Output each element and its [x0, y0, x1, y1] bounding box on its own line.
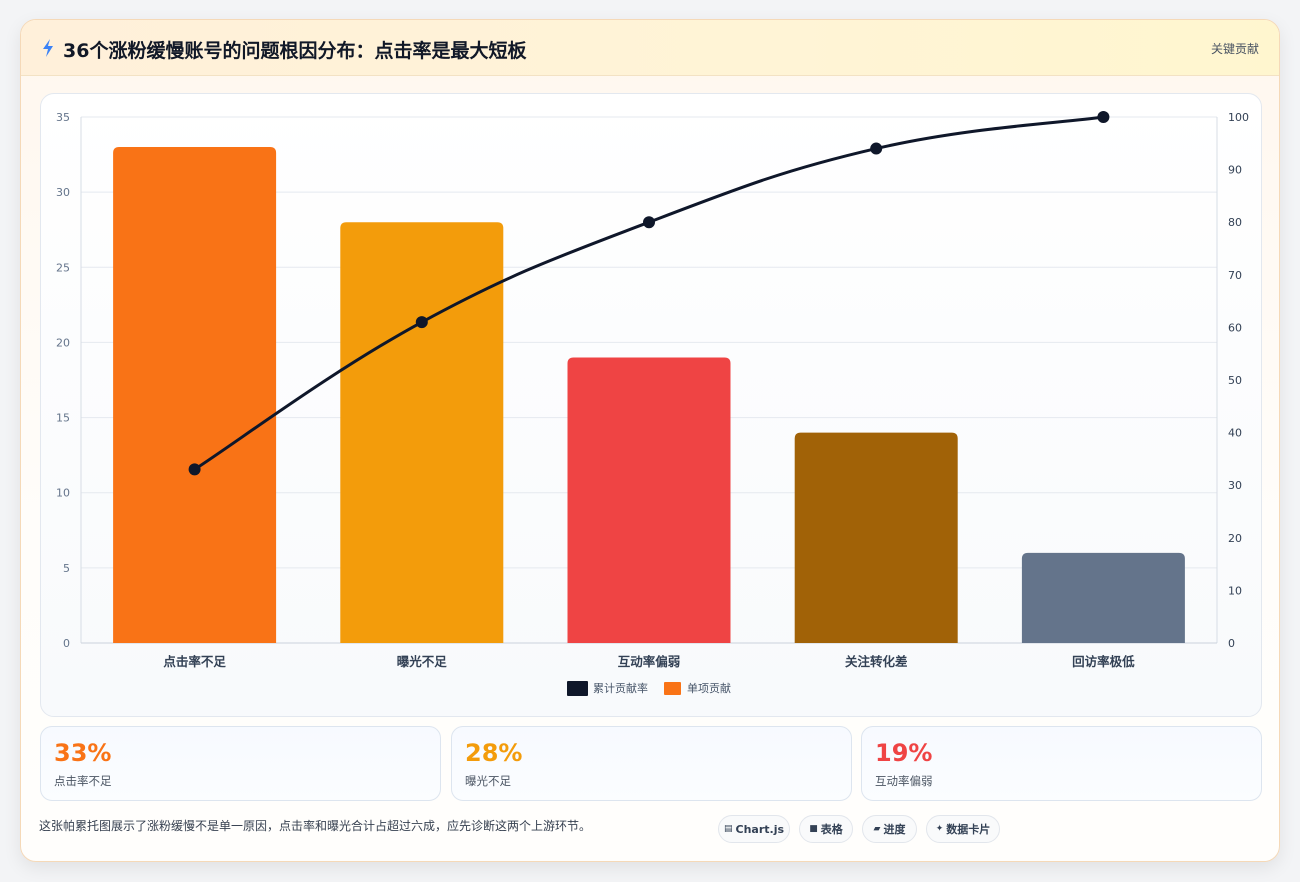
stat-card-3: 19% 互动率偏弱 — [861, 726, 1262, 801]
chart-panel: 0 5 10 15 20 25 30 35 0 10 20 30 40 50 60 70 80 90 100 点击率不… — [40, 93, 1262, 717]
sparkle-icon: ✦ — [935, 824, 944, 834]
legend-swatch-cumulative — [567, 681, 588, 696]
y-left-tick-label: 0 — [63, 637, 70, 650]
pareto-chart: 0 5 10 15 20 25 30 35 0 10 20 30 40 50 60 70 80 90 100 点击率不… — [56, 111, 1249, 696]
y-right-tick-label: 20 — [1228, 532, 1242, 545]
y-right-tick-label: 50 — [1228, 374, 1242, 387]
y-right-tick-label: 100 — [1228, 111, 1249, 124]
page-title: 36个涨粉缓慢账号的问题根因分布：点击率是最大短板 — [63, 40, 527, 62]
stat-label: 点击率不足 — [54, 774, 112, 788]
y-right-tick-label: 0 — [1228, 637, 1235, 650]
cumulative-point — [415, 316, 428, 329]
y-left-tick-label: 15 — [56, 412, 70, 425]
y-left-tick-label: 25 — [56, 261, 70, 274]
bar — [567, 357, 731, 643]
pill-table[interactable]: ■ 表格 — [799, 815, 853, 843]
y-right-tick-label: 90 — [1228, 164, 1242, 177]
stat-value: 28% — [465, 739, 523, 767]
cumulative-point — [188, 463, 201, 476]
pill-label: 进度 — [883, 823, 906, 836]
header-tag: 关键贡献 — [1210, 42, 1259, 56]
y-right-tick-label: 10 — [1228, 584, 1242, 597]
stat-label: 曝光不足 — [465, 774, 511, 788]
chart-icon: ▤ — [723, 824, 733, 834]
bar — [1021, 552, 1185, 643]
cumulative-point — [643, 216, 655, 229]
y-left-tick-label: 30 — [56, 186, 70, 199]
y-left-tick-label: 10 — [56, 487, 70, 500]
stat-card-1: 33% 点击率不足 — [40, 726, 441, 801]
card-header: 36个涨粉缓慢账号的问题根因分布：点击率是最大短板 关键贡献 — [21, 20, 1279, 76]
legend-swatch-bar — [664, 682, 681, 695]
y-right-tick-label: 80 — [1228, 216, 1242, 229]
x-tick-label: 回访率极低 — [1072, 654, 1135, 669]
bar — [794, 432, 958, 643]
pill-label: 表格 — [820, 823, 843, 836]
cumulative-point — [870, 142, 883, 155]
x-tick-label: 曝光不足 — [397, 654, 448, 669]
pill-label: Chart.js — [735, 822, 785, 836]
progress-icon: ▰ — [873, 824, 881, 834]
x-tick-label: 关注转化差 — [845, 654, 908, 669]
bar — [113, 147, 277, 644]
legend-label-cumulative: 累计贡献率 — [593, 681, 648, 695]
y-right-tick-label: 30 — [1228, 479, 1242, 492]
cumulative-point — [1097, 111, 1110, 123]
stat-value: 33% — [54, 739, 112, 767]
y-right-tick-label: 60 — [1228, 321, 1242, 334]
pill-progress[interactable]: ▰ 进度 — [862, 815, 917, 843]
bar — [340, 222, 504, 643]
x-tick-label: 互动率偏弱 — [618, 654, 681, 669]
pill-label: 数据卡片 — [946, 823, 991, 836]
y-right-tick-label: 70 — [1228, 269, 1242, 282]
chart-description: 这张帕累托图展示了涨粉缓慢不是单一原因，点击率和曝光合计占超过六成，应先诊断这两… — [39, 819, 592, 833]
y-left-tick-label: 20 — [56, 336, 70, 349]
stat-value: 19% — [875, 739, 933, 767]
main-card: 36个涨粉缓慢账号的问题根因分布：点击率是最大短板 关键贡献 0 5 10 15 20 2… — [20, 19, 1280, 862]
stat-card-2: 28% 曝光不足 — [451, 726, 852, 801]
stat-label: 互动率偏弱 — [875, 774, 933, 788]
y-right-tick-label: 40 — [1228, 427, 1242, 440]
table-icon: ■ — [809, 824, 818, 834]
y-left-tick-label: 35 — [56, 111, 70, 124]
pill-chartjs[interactable]: ▤ Chart.js — [718, 815, 790, 843]
lightning-icon — [43, 39, 53, 57]
legend-label-bar: 单项贡献 — [687, 681, 731, 695]
pill-datacard[interactable]: ✦ 数据卡片 — [926, 815, 1000, 843]
x-tick-label: 点击率不足 — [163, 654, 226, 669]
y-left-tick-label: 5 — [63, 562, 70, 575]
